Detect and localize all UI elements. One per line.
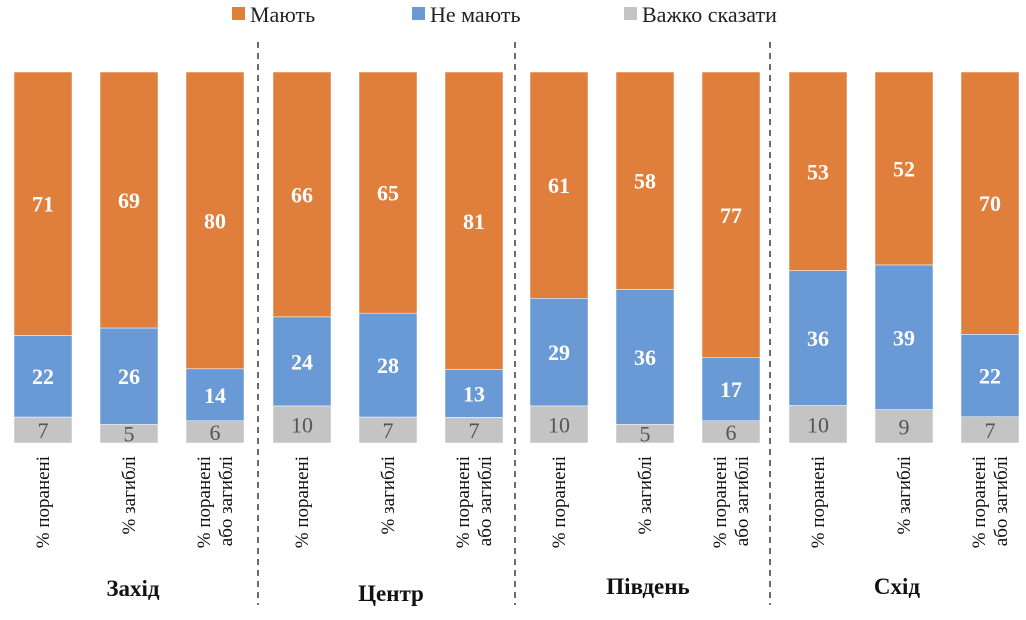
- data-label: 6: [210, 420, 221, 445]
- category-label: % поранені: [292, 456, 313, 548]
- data-label: 14: [204, 383, 226, 408]
- bar-segment: [444, 71, 504, 370]
- bar-segment: [185, 71, 245, 370]
- data-label: 69: [118, 188, 140, 213]
- data-label: 39: [893, 325, 915, 350]
- bar-segment: [358, 312, 418, 418]
- data-label: 17: [720, 377, 742, 402]
- bar-segment: [272, 71, 332, 318]
- group-label: Південь: [606, 574, 689, 599]
- category-label: або загиблі: [475, 456, 496, 546]
- bar-segment: [358, 71, 418, 314]
- category-label: % поранені: [969, 456, 990, 548]
- legend-entry: Мають: [250, 2, 315, 27]
- bar-segment: [788, 405, 848, 444]
- data-label: 61: [548, 173, 570, 198]
- legend: Мають Не мають Важко сказати: [232, 2, 777, 27]
- data-label: 26: [118, 364, 140, 389]
- category-label: % поранені: [710, 456, 731, 548]
- bar-segment: [13, 335, 73, 418]
- bar-segment: [874, 264, 934, 410]
- data-label: 53: [807, 159, 829, 184]
- data-label: 22: [979, 364, 1001, 389]
- data-label: 5: [640, 422, 651, 447]
- bar-segment: [13, 416, 73, 444]
- legend-swatch: [624, 7, 637, 20]
- data-label: 7: [383, 418, 394, 443]
- category-label: або загиблі: [732, 456, 753, 546]
- data-label: 7: [469, 418, 480, 443]
- data-label: 10: [807, 412, 829, 437]
- data-label: 29: [548, 340, 570, 365]
- data-label: 81: [463, 209, 485, 234]
- data-label: 36: [634, 345, 656, 370]
- group-label: Центр: [358, 581, 424, 606]
- bar-segment: [529, 71, 589, 299]
- data-label: 77: [720, 203, 742, 228]
- legend-entry: Важко сказати: [642, 2, 777, 27]
- bars: 7227152669614801024667286571381102961536…: [13, 71, 1020, 447]
- bar-segment: [272, 405, 332, 444]
- bar-segment: [185, 368, 245, 421]
- data-label: 9: [899, 414, 910, 439]
- bar-segment: [874, 71, 934, 266]
- bar-segment: [874, 409, 934, 444]
- data-label: 28: [377, 353, 399, 378]
- category-labels: % поранені% загиблі% поранені або загиблі…: [33, 456, 1012, 548]
- bar-segment: [788, 71, 848, 271]
- bar-segment: [444, 369, 504, 418]
- data-label: 36: [807, 326, 829, 351]
- category-label: % загиблі: [635, 456, 656, 534]
- bar-segment: [615, 71, 675, 290]
- category-label: або загиблі: [991, 456, 1012, 546]
- legend-swatch: [232, 7, 245, 20]
- group-label: Схід: [874, 574, 921, 599]
- bar-segment: [99, 327, 159, 425]
- data-label: 66: [291, 182, 313, 207]
- data-label: 6: [726, 420, 737, 445]
- category-label: % поранені: [453, 456, 474, 548]
- bar-segment: [13, 71, 73, 336]
- bar-segment: [960, 334, 1020, 418]
- category-label: % поранені: [549, 456, 570, 548]
- data-label: 52: [893, 156, 915, 181]
- data-label: 13: [463, 381, 485, 406]
- legend-swatch: [412, 7, 425, 20]
- bar-segment: [99, 71, 159, 329]
- data-label: 22: [32, 364, 54, 389]
- category-label: % загиблі: [119, 456, 140, 534]
- bar-segment: [615, 289, 675, 425]
- category-label: % загиблі: [894, 456, 915, 534]
- category-label: % поранені: [194, 456, 215, 548]
- bar-segment: [444, 417, 504, 444]
- bar-segment: [701, 71, 761, 358]
- data-label: 71: [32, 192, 54, 217]
- bar-segment: [960, 71, 1020, 335]
- data-label: 70: [979, 191, 1001, 216]
- group-separators: [257, 42, 771, 605]
- bar-segment: [701, 357, 761, 421]
- data-label: 65: [377, 181, 399, 206]
- category-label: або загиблі: [216, 456, 237, 546]
- data-label: 7: [38, 418, 49, 443]
- data-label: 7: [985, 418, 996, 443]
- category-label: % поранені: [808, 456, 829, 548]
- data-label: 80: [204, 208, 226, 233]
- bar-segment: [529, 405, 589, 444]
- group-label: Захід: [106, 576, 160, 601]
- data-label: 58: [634, 169, 656, 194]
- group-labels: Захід Центр Південь Схід: [106, 574, 920, 606]
- data-label: 5: [124, 422, 135, 447]
- bar-segment: [272, 316, 332, 407]
- data-label: 24: [291, 349, 313, 374]
- data-label: 10: [291, 412, 313, 437]
- bar-segment: [358, 416, 418, 444]
- category-label: % загиблі: [378, 456, 399, 534]
- bar-segment: [529, 298, 589, 407]
- bar-segment: [788, 270, 848, 406]
- data-label: 10: [548, 412, 570, 437]
- legend-entry: Не мають: [430, 2, 520, 27]
- category-label: % поранені: [33, 456, 54, 548]
